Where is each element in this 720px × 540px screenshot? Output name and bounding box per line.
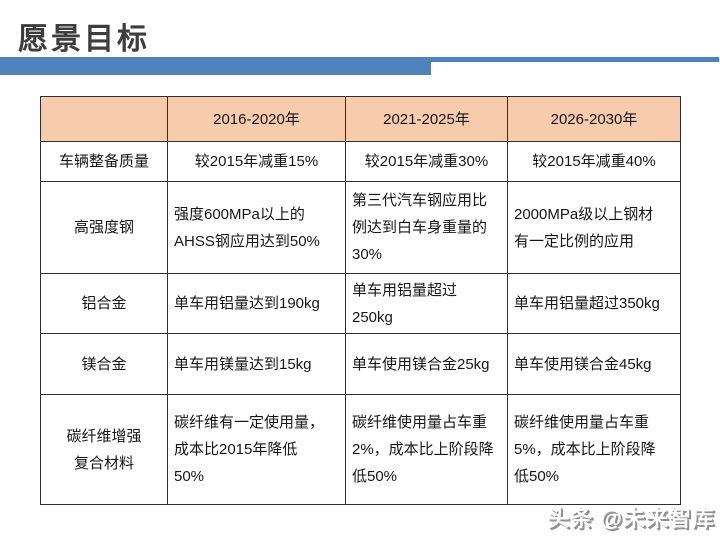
title-underline-thick [0,62,431,75]
header-cell-empty [40,96,168,142]
table-row-carbon-fiber-composite: 碳纤维增强 复合材料 碳纤维有一定使用量， 成本比2015年降低 50% 碳纤维… [40,394,681,505]
goal-cell: 单车使用镁合金25kg [345,333,508,395]
goal-cell: 碳纤维使用量占车重 2%，成本比上阶段降 低50% [345,394,508,505]
goal-cell: 单车用铝量达到190kg [167,273,346,334]
row-label-cell: 镁合金 [40,333,168,395]
goal-cell: 较2015年减重30% [345,141,508,182]
goal-cell: 碳纤维有一定使用量， 成本比2015年降低 50% [167,394,346,505]
row-label-cell: 高强度钢 [40,181,168,274]
table-row-high-strength-steel: 高强度钢 强度600MPa以上的 AHSS钢应用达到50% 第三代汽车钢应用比 … [40,181,681,274]
goal-cell: 单车用铝量超过350kg [507,273,681,334]
goal-cell: 较2015年减重15% [167,141,346,182]
goal-cell: 单车使用镁合金45kg [507,333,681,395]
header-cell-2026-2030: 2026-2030年 [507,96,681,142]
toutiao-watermark: 头条 @未来智库 [547,506,715,531]
row-label-cell: 碳纤维增强 复合材料 [40,394,168,505]
goal-cell: 单车用镁量达到15kg [167,333,346,395]
vision-goals-table: 2016-2020年 2021-2025年 2026-2030年 车辆整备质量 … [40,96,681,505]
table-header-row: 2016-2020年 2021-2025年 2026-2030年 [40,96,681,142]
goal-cell: 强度600MPa以上的 AHSS钢应用达到50% [167,181,346,274]
header-cell-2021-2025: 2021-2025年 [345,96,508,142]
header-cell-2016-2020: 2016-2020年 [167,96,346,142]
title-underline-thin [0,57,719,62]
table-row-aluminum-alloy: 铝合金 单车用铝量达到190kg 单车用铝量超过 250kg 单车用铝量超过35… [40,273,681,334]
page-title: 愿景目标 [18,23,150,56]
table-row-magnesium-alloy: 镁合金 单车用镁量达到15kg 单车使用镁合金25kg 单车使用镁合金45kg [40,333,681,395]
row-label-cell: 车辆整备质量 [40,141,168,182]
goal-cell: 碳纤维使用量占车重 5%，成本比上阶段降 低50% [507,394,681,505]
table-row-curb-weight: 车辆整备质量 较2015年减重15% 较2015年减重30% 较2015年减重4… [40,141,681,182]
row-label-cell: 铝合金 [40,273,168,334]
goal-cell: 单车用铝量超过 250kg [345,273,508,334]
goal-cell: 第三代汽车钢应用比 例达到白车身重量的 30% [345,181,508,274]
goal-cell: 2000MPa级以上钢材 有一定比例的应用 [507,181,681,274]
goal-cell: 较2015年减重40% [507,141,681,182]
